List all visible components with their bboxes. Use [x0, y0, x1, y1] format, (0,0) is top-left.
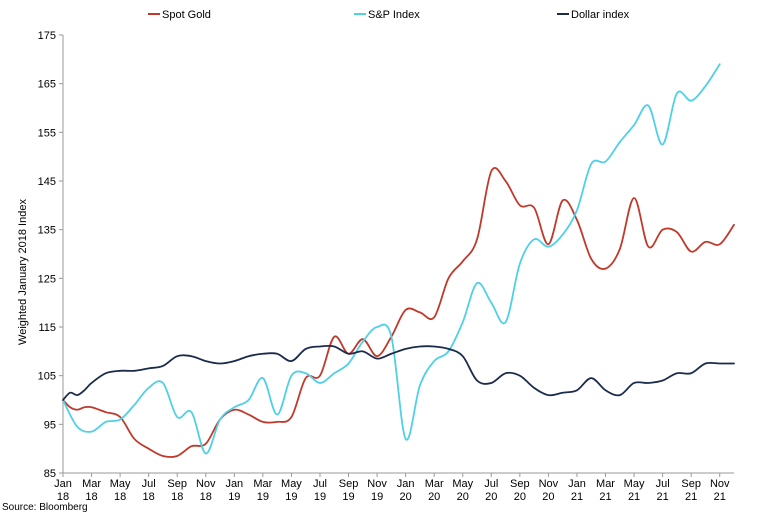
x-tick-label-month: Jan: [225, 478, 243, 490]
plot-lines: [62, 63, 735, 458]
y-tick-label: 115: [38, 322, 56, 334]
x-tick-label-year: 19: [257, 491, 269, 503]
y-tick-label: 125: [38, 273, 56, 285]
x-tick-label-year: 21: [599, 491, 611, 503]
y-tick-label: 155: [38, 127, 56, 139]
x-tick-label-year: 18: [57, 491, 69, 503]
series-line-spot-gold: [62, 166, 735, 458]
x-tick-label-month: May: [452, 478, 473, 490]
x-tick-label-month: May: [110, 478, 131, 490]
legend-label-spot-gold: Spot Gold: [162, 9, 211, 21]
x-tick-label-year: 19: [342, 491, 354, 503]
x-tick-label-year: 19: [371, 491, 383, 503]
x-tick-label-month: Nov: [710, 478, 730, 490]
y-axis-title: Weighted January 2018 Index: [17, 199, 29, 345]
x-tick-label-year: 21: [571, 491, 583, 503]
x-tick-label-year: 21: [685, 491, 697, 503]
x-tick-label-month: Sep: [339, 478, 359, 490]
x-tick-label-month: May: [281, 478, 302, 490]
x-tick-label-year: 20: [542, 491, 554, 503]
x-tick-label-year: 18: [114, 491, 126, 503]
x-tick-label-month: Jul: [484, 478, 498, 490]
x-axis: Jan18Mar18May18Jul18Sep18Nov18Jan19Mar19…: [54, 473, 730, 503]
legend-label-dollar-index: Dollar index: [571, 9, 630, 21]
x-tick-label-month: Sep: [510, 478, 530, 490]
grid: [62, 35, 734, 474]
y-tick-label: 95: [44, 419, 56, 431]
y-tick-label: 165: [38, 79, 56, 91]
y-tick-label: 85: [44, 468, 56, 480]
x-tick-label-month: Jul: [142, 478, 156, 490]
legend-label-s-p-index: S&P Index: [368, 9, 420, 21]
x-tick-label-month: Mar: [82, 478, 101, 490]
x-tick-label-month: Sep: [167, 478, 187, 490]
x-tick-label-year: 18: [85, 491, 97, 503]
x-tick-label-month: Nov: [367, 478, 387, 490]
x-tick-label-year: 20: [457, 491, 469, 503]
x-tick-label-year: 19: [314, 491, 326, 503]
x-tick-label-month: Jul: [313, 478, 327, 490]
y-axis: 85 95 105 115 125 135 145 155 165 175: [38, 30, 63, 480]
x-tick-label-year: 18: [200, 491, 212, 503]
x-tick-label-year: 21: [628, 491, 640, 503]
x-tick-label-year: 20: [514, 491, 526, 503]
y-tick-label: 145: [38, 176, 56, 188]
x-tick-label-year: 20: [485, 491, 497, 503]
y-tick-label: 105: [38, 371, 56, 383]
x-tick-label-year: 20: [400, 491, 412, 503]
x-tick-label-month: Mar: [596, 478, 615, 490]
x-tick-label-month: Jul: [656, 478, 670, 490]
x-tick-label-month: Mar: [425, 478, 444, 490]
series-line-s-p-index: [62, 63, 721, 455]
x-tick-label-year: 19: [285, 491, 297, 503]
x-tick-label-month: May: [624, 478, 645, 490]
y-tick-label: 175: [38, 30, 56, 42]
x-tick-label-month: Jan: [54, 478, 72, 490]
x-tick-label-month: Jan: [397, 478, 415, 490]
x-tick-label-month: Nov: [539, 478, 559, 490]
x-tick-label-year: 21: [714, 491, 726, 503]
x-tick-label-year: 18: [171, 491, 183, 503]
source-note: Source: Bloomberg: [2, 502, 88, 513]
x-tick-label-year: 19: [228, 491, 240, 503]
x-tick-label-year: 21: [656, 491, 668, 503]
x-tick-label-year: 20: [428, 491, 440, 503]
x-tick-label-month: Sep: [681, 478, 701, 490]
x-tick-label-month: Nov: [196, 478, 216, 490]
legend: Spot Gold S&P Index Dollar index: [148, 9, 630, 21]
x-tick-label-year: 18: [143, 491, 155, 503]
x-tick-label-month: Mar: [253, 478, 272, 490]
series-line-dollar-index: [62, 344, 735, 401]
y-tick-label: 135: [38, 225, 56, 237]
x-tick-label-month: Jan: [568, 478, 586, 490]
